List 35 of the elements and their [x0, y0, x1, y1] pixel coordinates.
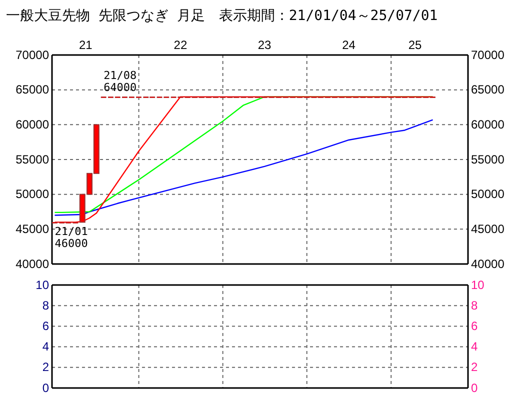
x-tick-label: 22	[174, 38, 188, 52]
y-tick-label: 50000	[16, 187, 50, 202]
y-tick-label: 65000	[16, 82, 50, 97]
annotation: 21/01 46000	[54, 225, 88, 250]
y2-tick-label: 70000	[471, 48, 505, 62]
x-tick-label: 23	[258, 38, 272, 52]
y2-tick-label: 65000	[471, 82, 505, 97]
y2-tick-label: 2	[471, 360, 478, 374]
y-tick-label: 2	[42, 360, 50, 374]
y2-tick-label: 8	[471, 298, 478, 312]
y2-tick-label: 4	[471, 340, 478, 354]
x-tick-label: 21	[78, 38, 93, 52]
annotation: 21/08 64000	[104, 68, 137, 94]
x-tick-label: 25	[408, 38, 422, 52]
y2-tick-label: 55000	[471, 152, 505, 166]
y-tick-label: 0	[42, 380, 50, 395]
y-tick-label: 4	[42, 340, 50, 354]
line-series	[54, 119, 434, 216]
y2-tick-label: 40000	[471, 256, 505, 271]
y-tick-label: 6	[42, 319, 50, 334]
y-tick-label: 55000	[16, 152, 50, 166]
y2-tick-label: 0	[471, 380, 478, 395]
y-tick-label: 45000	[16, 222, 50, 236]
y2-tick-label: 45000	[471, 222, 505, 236]
y-tick-label: 40000	[16, 256, 50, 271]
y-tick-label: 8	[42, 298, 50, 312]
y-tick-label: 10	[36, 278, 50, 292]
chart-title: 一般大豆先物 先限つなぎ 月足 表示期間：21/01/04～25/07/01	[6, 8, 438, 24]
y2-tick-label: 60000	[471, 118, 505, 132]
y2-tick-label: 50000	[471, 187, 505, 202]
y2-tick-label: 10	[471, 278, 485, 292]
y2-tick-label: 6	[471, 319, 478, 334]
y-tick-label: 70000	[16, 48, 50, 62]
y-tick-label: 60000	[16, 118, 50, 132]
x-tick-label: 24	[342, 38, 356, 52]
